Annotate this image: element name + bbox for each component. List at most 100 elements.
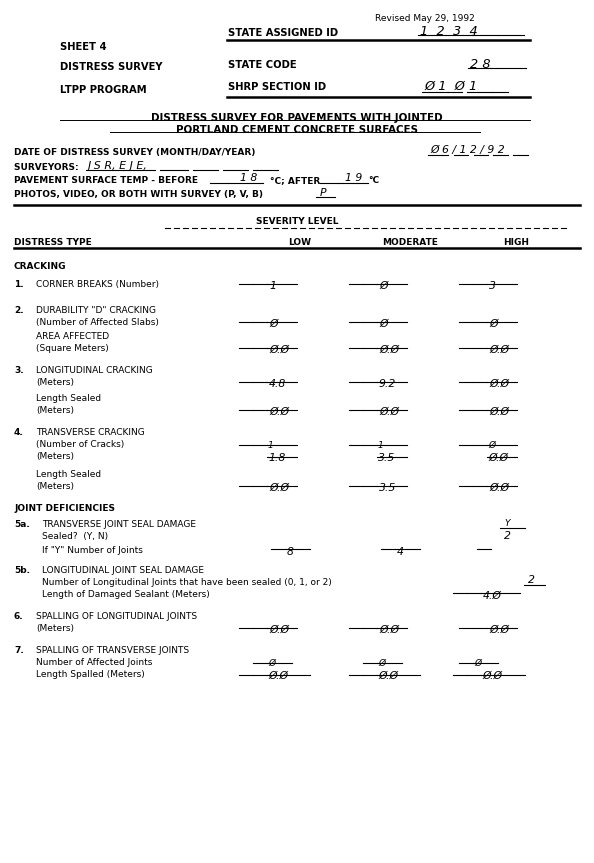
Text: 9.2: 9.2 bbox=[379, 379, 396, 389]
Text: Ø 6 / 1 2 / 9 2: Ø 6 / 1 2 / 9 2 bbox=[430, 145, 505, 155]
Text: Ø.Ø: Ø.Ø bbox=[378, 671, 398, 681]
Text: 1: 1 bbox=[378, 441, 384, 450]
Text: 3: 3 bbox=[489, 281, 496, 291]
Text: Ø.Ø: Ø.Ø bbox=[489, 345, 509, 355]
Text: DISTRESS SURVEY FOR PAVEMENTS WITH JOINTED: DISTRESS SURVEY FOR PAVEMENTS WITH JOINT… bbox=[151, 113, 443, 123]
Text: Ø: Ø bbox=[379, 281, 387, 291]
Text: SEVERITY LEVEL: SEVERITY LEVEL bbox=[256, 217, 338, 226]
Text: PHOTOS, VIDEO, OR BOTH WITH SURVEY (P, V, B): PHOTOS, VIDEO, OR BOTH WITH SURVEY (P, V… bbox=[14, 190, 263, 199]
Text: °C; AFTER: °C; AFTER bbox=[270, 176, 320, 185]
Text: Ø.Ø: Ø.Ø bbox=[482, 671, 502, 681]
Text: DATE OF DISTRESS SURVEY (MONTH/DAY/YEAR): DATE OF DISTRESS SURVEY (MONTH/DAY/YEAR) bbox=[14, 148, 255, 157]
Text: Length Sealed: Length Sealed bbox=[36, 470, 101, 479]
Text: 1: 1 bbox=[268, 441, 274, 450]
Text: 5a.: 5a. bbox=[14, 520, 30, 529]
Text: (Meters): (Meters) bbox=[36, 378, 74, 387]
Text: 3.5: 3.5 bbox=[378, 453, 395, 463]
Text: Ø.Ø: Ø.Ø bbox=[379, 407, 399, 417]
Text: If "Y" Number of Joints: If "Y" Number of Joints bbox=[42, 546, 143, 555]
Text: DURABILITY "D" CRACKING: DURABILITY "D" CRACKING bbox=[36, 306, 156, 315]
Text: Ø.Ø: Ø.Ø bbox=[379, 345, 399, 355]
Text: SPALLING OF TRANSVERSE JOINTS: SPALLING OF TRANSVERSE JOINTS bbox=[36, 646, 189, 655]
Text: LTPP PROGRAM: LTPP PROGRAM bbox=[60, 85, 147, 95]
Text: Ø: Ø bbox=[269, 319, 277, 329]
Text: Ø 1  Ø 1: Ø 1 Ø 1 bbox=[424, 80, 477, 93]
Text: Ø.Ø: Ø.Ø bbox=[269, 407, 289, 417]
Text: Ø.Ø: Ø.Ø bbox=[268, 671, 288, 681]
Text: 4.: 4. bbox=[14, 428, 24, 437]
Text: Ø.Ø: Ø.Ø bbox=[269, 625, 289, 635]
Text: Ø: Ø bbox=[474, 659, 481, 668]
Text: J S R, E J E,: J S R, E J E, bbox=[88, 161, 148, 171]
Text: 4: 4 bbox=[397, 547, 404, 557]
Text: DISTRESS SURVEY: DISTRESS SURVEY bbox=[60, 62, 163, 72]
Text: Ø: Ø bbox=[268, 659, 275, 668]
Text: TRANSVERSE JOINT SEAL DAMAGE: TRANSVERSE JOINT SEAL DAMAGE bbox=[42, 520, 196, 529]
Text: Ø.Ø: Ø.Ø bbox=[488, 453, 508, 463]
Text: Length of Damaged Sealant (Meters): Length of Damaged Sealant (Meters) bbox=[42, 590, 210, 599]
Text: 7.: 7. bbox=[14, 646, 24, 655]
Text: 1.8: 1.8 bbox=[268, 453, 285, 463]
Text: Ø.Ø: Ø.Ø bbox=[379, 625, 399, 635]
Text: Ø: Ø bbox=[378, 659, 385, 668]
Text: 5b.: 5b. bbox=[14, 566, 30, 575]
Text: P: P bbox=[320, 188, 327, 198]
Text: PAVEMENT SURFACE TEMP - BEFORE: PAVEMENT SURFACE TEMP - BEFORE bbox=[14, 176, 198, 185]
Text: Revised May 29, 1992: Revised May 29, 1992 bbox=[375, 14, 475, 23]
Text: °C: °C bbox=[368, 176, 379, 185]
Text: 4.Ø: 4.Ø bbox=[483, 591, 502, 601]
Text: 3.: 3. bbox=[14, 366, 24, 375]
Text: 1  2  3  4: 1 2 3 4 bbox=[420, 25, 478, 38]
Text: Ø.Ø: Ø.Ø bbox=[489, 407, 509, 417]
Text: MODERATE: MODERATE bbox=[382, 238, 438, 247]
Text: (Square Meters): (Square Meters) bbox=[36, 344, 109, 353]
Text: (Meters): (Meters) bbox=[36, 624, 74, 633]
Text: 1.: 1. bbox=[14, 280, 24, 289]
Text: CORNER BREAKS (Number): CORNER BREAKS (Number) bbox=[36, 280, 159, 289]
Text: 2: 2 bbox=[528, 575, 535, 585]
Text: Sealed?  (Y, N): Sealed? (Y, N) bbox=[42, 532, 108, 541]
Text: STATE ASSIGNED ID: STATE ASSIGNED ID bbox=[228, 28, 338, 38]
Text: 2: 2 bbox=[504, 531, 511, 541]
Text: CRACKING: CRACKING bbox=[14, 262, 67, 271]
Text: Ø: Ø bbox=[379, 319, 387, 329]
Text: (Meters): (Meters) bbox=[36, 406, 74, 415]
Text: PORTLAND CEMENT CONCRETE SURFACES: PORTLAND CEMENT CONCRETE SURFACES bbox=[176, 125, 418, 135]
Text: (Meters): (Meters) bbox=[36, 482, 74, 491]
Text: (Number of Affected Slabs): (Number of Affected Slabs) bbox=[36, 318, 159, 327]
Text: 1 9: 1 9 bbox=[345, 173, 362, 183]
Text: JOINT DEFICIENCIES: JOINT DEFICIENCIES bbox=[14, 504, 115, 513]
Text: AREA AFFECTED: AREA AFFECTED bbox=[36, 332, 109, 341]
Text: (Meters): (Meters) bbox=[36, 452, 74, 461]
Text: SHRP SECTION ID: SHRP SECTION ID bbox=[228, 82, 326, 92]
Text: 1 8: 1 8 bbox=[240, 173, 257, 183]
Text: LONGITUDINAL JOINT SEAL DAMAGE: LONGITUDINAL JOINT SEAL DAMAGE bbox=[42, 566, 204, 575]
Text: 4.8: 4.8 bbox=[269, 379, 286, 389]
Text: LONGITUDINAL CRACKING: LONGITUDINAL CRACKING bbox=[36, 366, 153, 375]
Text: 3.5: 3.5 bbox=[379, 483, 396, 493]
Text: Ø.Ø: Ø.Ø bbox=[269, 483, 289, 493]
Text: Ø: Ø bbox=[489, 319, 498, 329]
Text: 8: 8 bbox=[287, 547, 294, 557]
Text: Length Sealed: Length Sealed bbox=[36, 394, 101, 403]
Text: 2 8: 2 8 bbox=[470, 58, 491, 71]
Text: Y: Y bbox=[504, 519, 510, 528]
Text: SHEET 4: SHEET 4 bbox=[60, 42, 107, 52]
Text: Number of Affected Joints: Number of Affected Joints bbox=[36, 658, 153, 667]
Text: Ø: Ø bbox=[488, 441, 495, 450]
Text: Length Spalled (Meters): Length Spalled (Meters) bbox=[36, 670, 145, 679]
Text: Ø.Ø: Ø.Ø bbox=[489, 379, 509, 389]
Text: HIGH: HIGH bbox=[503, 238, 529, 247]
Text: 2.: 2. bbox=[14, 306, 24, 315]
Text: SURVEYORS:: SURVEYORS: bbox=[14, 163, 82, 172]
Text: LOW: LOW bbox=[289, 238, 311, 247]
Text: STATE CODE: STATE CODE bbox=[228, 60, 296, 70]
Text: SPALLING OF LONGITUDINAL JOINTS: SPALLING OF LONGITUDINAL JOINTS bbox=[36, 612, 197, 621]
Text: Ø.Ø: Ø.Ø bbox=[269, 345, 289, 355]
Text: (Number of Cracks): (Number of Cracks) bbox=[36, 440, 124, 449]
Text: 1: 1 bbox=[269, 281, 276, 291]
Text: Ø.Ø: Ø.Ø bbox=[489, 483, 509, 493]
Text: Number of Longitudinal Joints that have been sealed (0, 1, or 2): Number of Longitudinal Joints that have … bbox=[42, 578, 332, 587]
Text: TRANSVERSE CRACKING: TRANSVERSE CRACKING bbox=[36, 428, 145, 437]
Text: Ø.Ø: Ø.Ø bbox=[489, 625, 509, 635]
